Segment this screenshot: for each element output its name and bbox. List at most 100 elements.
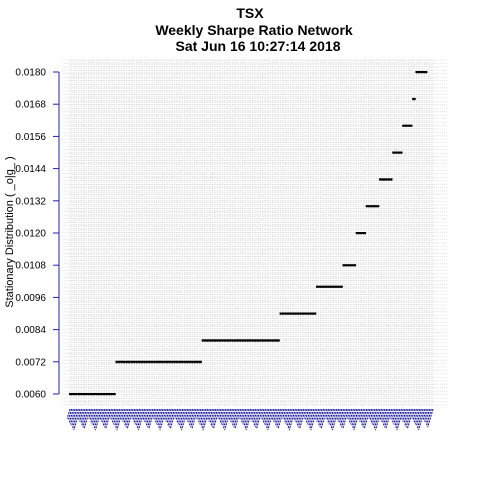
x-tick-label — [91, 408, 98, 425]
x-tick-label — [81, 408, 88, 426]
data-point: · — [355, 231, 359, 238]
data-point: · — [269, 338, 273, 345]
data-point-mark — [412, 97, 415, 100]
x-tick-label — [186, 408, 192, 422]
data-point: · — [297, 312, 301, 319]
data-point-mark — [153, 360, 156, 363]
data-point: · — [169, 360, 173, 367]
data-point-mark — [214, 339, 217, 342]
x-tick-label — [369, 408, 374, 421]
data-point-mark — [115, 360, 118, 363]
data-point: · — [186, 360, 190, 367]
data-point-mark — [393, 151, 396, 154]
x-tick-label — [413, 408, 419, 423]
x-tick-label — [282, 408, 287, 419]
data-point-mark — [297, 312, 300, 315]
x-tick-label — [167, 408, 174, 426]
data-point-mark — [102, 393, 105, 395]
data-point-mark — [105, 393, 108, 395]
data-point: · — [207, 338, 211, 345]
x-tick-label — [416, 408, 424, 429]
data-point: · — [372, 204, 376, 211]
data-point-mark — [171, 360, 174, 363]
x-tick-label — [164, 408, 169, 420]
x-tick-label — [177, 408, 184, 425]
x-tick-label — [156, 408, 162, 425]
data-point-mark — [274, 339, 277, 342]
x-tick-label — [351, 408, 358, 427]
data-point: · — [209, 338, 213, 345]
x-tick-label — [232, 408, 238, 426]
x-tick-label — [329, 408, 336, 427]
x-tick-label — [359, 408, 364, 422]
data-point-mark — [85, 393, 88, 395]
data-point-mark — [138, 360, 141, 363]
data-point-mark — [95, 393, 98, 395]
data-point-mark — [257, 339, 260, 342]
x-tick-label — [176, 408, 182, 423]
data-point: · — [113, 392, 117, 399]
data-point-mark — [425, 71, 428, 73]
data-point-mark — [339, 285, 342, 288]
x-tick-label — [382, 408, 389, 426]
data-point-mark — [267, 339, 270, 342]
x-tick-label — [317, 408, 323, 424]
data-point-mark — [329, 285, 332, 288]
data-point-mark — [418, 71, 421, 73]
data-point: · — [259, 338, 263, 345]
data-point-mark — [266, 339, 269, 342]
data-point: · — [323, 285, 327, 292]
data-point-mark — [354, 264, 357, 267]
x-tick-label — [406, 408, 414, 430]
x-tick-label — [390, 408, 396, 421]
data-point-mark — [377, 205, 380, 208]
x-tick-label — [99, 408, 104, 420]
data-point: · — [340, 285, 344, 292]
data-point: · — [138, 360, 142, 367]
data-point: · — [202, 338, 206, 345]
data-point-mark — [234, 339, 237, 342]
data-point-mark — [402, 124, 405, 127]
data-point: · — [139, 360, 143, 367]
data-point: · — [325, 285, 329, 292]
x-tick-label — [105, 408, 112, 430]
x-tick-label — [89, 408, 94, 421]
data-point-mark — [193, 360, 196, 363]
data-point: · — [206, 338, 210, 345]
data-point-mark — [145, 360, 148, 363]
data-point: · — [285, 312, 289, 319]
data-point-mark — [246, 339, 249, 342]
data-point-mark — [282, 312, 285, 315]
data-point: · — [347, 263, 351, 270]
data-point-mark — [206, 339, 209, 342]
x-tick-label — [168, 408, 175, 428]
data-point-mark — [372, 205, 375, 208]
data-point-mark — [357, 232, 360, 234]
x-tick-label — [379, 408, 384, 420]
data-point: · — [315, 285, 319, 292]
x-tick-label — [296, 408, 303, 426]
x-tick-label — [361, 408, 368, 426]
data-point-mark — [199, 360, 202, 363]
x-tick-label — [273, 408, 278, 422]
x-tick-label — [415, 408, 422, 427]
data-point: · — [193, 360, 197, 367]
data-point: · — [367, 204, 371, 211]
data-point-mark — [173, 360, 176, 363]
data-point-mark — [203, 339, 206, 342]
x-tick-label — [109, 408, 114, 419]
data-point: · — [416, 70, 420, 77]
data-point-mark — [156, 360, 159, 363]
data-point: · — [393, 151, 397, 158]
x-tick-label — [255, 408, 263, 430]
data-point: · — [365, 204, 369, 211]
data-point-mark — [70, 393, 73, 395]
data-point: · — [219, 338, 223, 345]
data-point: · — [408, 124, 412, 131]
x-tick-label — [221, 408, 228, 427]
data-point: · — [375, 204, 379, 211]
data-point: · — [251, 338, 255, 345]
y-tick-label: 0.0132 — [15, 196, 46, 207]
data-point-mark — [130, 360, 133, 363]
x-tick-label — [320, 408, 328, 430]
